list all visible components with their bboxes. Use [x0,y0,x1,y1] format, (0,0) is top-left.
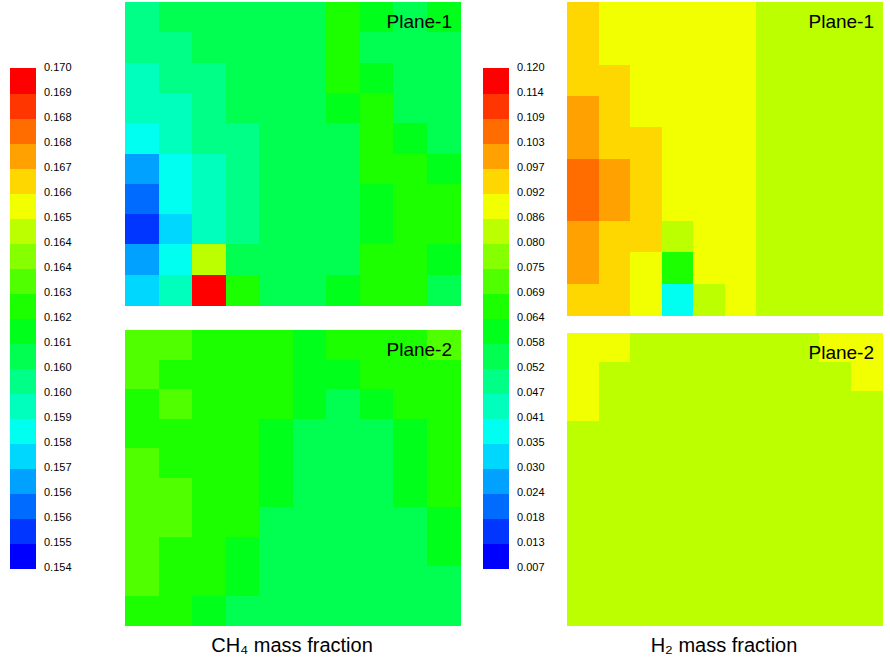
svg-text:0.058: 0.058 [517,336,545,348]
svg-text:0.158: 0.158 [44,436,72,448]
svg-text:0.080: 0.080 [517,236,545,248]
svg-text:Plane-2: Plane-2 [387,339,453,360]
svg-text:0.164: 0.164 [44,236,72,248]
svg-text:0.157: 0.157 [44,461,72,473]
svg-text:0.168: 0.168 [44,111,72,123]
svg-text:H₂ mass fraction: H₂ mass fraction [651,634,798,656]
svg-text:0.156: 0.156 [44,511,72,523]
svg-text:0.156: 0.156 [44,486,72,498]
svg-text:0.086: 0.086 [517,211,545,223]
svg-text:0.159: 0.159 [44,411,72,423]
svg-text:0.163: 0.163 [44,286,72,298]
svg-text:0.170: 0.170 [44,61,72,73]
svg-text:0.035: 0.035 [517,436,545,448]
svg-text:0.069: 0.069 [517,286,545,298]
svg-text:0.052: 0.052 [517,361,545,373]
svg-text:0.164: 0.164 [44,261,72,273]
svg-text:0.161: 0.161 [44,336,72,348]
svg-text:0.097: 0.097 [517,161,545,173]
svg-text:0.024: 0.024 [517,486,545,498]
svg-text:0.007: 0.007 [517,561,545,573]
svg-text:0.166: 0.166 [44,186,72,198]
svg-text:0.064: 0.064 [517,311,545,323]
svg-text:0.075: 0.075 [517,261,545,273]
svg-text:0.162: 0.162 [44,311,72,323]
svg-text:0.167: 0.167 [44,161,72,173]
svg-text:0.114: 0.114 [517,86,544,98]
svg-text:0.169: 0.169 [44,86,72,98]
svg-text:0.168: 0.168 [44,136,72,148]
svg-text:Plane-2: Plane-2 [809,342,875,363]
svg-text:0.041: 0.041 [517,411,545,423]
svg-text:0.018: 0.018 [517,511,545,523]
svg-text:0.030: 0.030 [517,461,545,473]
svg-text:0.109: 0.109 [517,111,545,123]
svg-text:0.103: 0.103 [517,136,545,148]
svg-text:0.013: 0.013 [517,536,545,548]
svg-text:0.160: 0.160 [44,361,72,373]
svg-text:0.165: 0.165 [44,211,72,223]
svg-text:0.154: 0.154 [44,561,72,573]
svg-text:0.155: 0.155 [44,536,72,548]
svg-text:0.120: 0.120 [517,61,545,73]
svg-text:CH₄ mass fraction: CH₄ mass fraction [211,634,373,656]
svg-text:Plane-1: Plane-1 [387,11,453,32]
svg-text:0.047: 0.047 [517,386,545,398]
svg-text:Plane-1: Plane-1 [809,11,875,32]
svg-text:0.160: 0.160 [44,386,72,398]
svg-text:0.092: 0.092 [517,186,545,198]
